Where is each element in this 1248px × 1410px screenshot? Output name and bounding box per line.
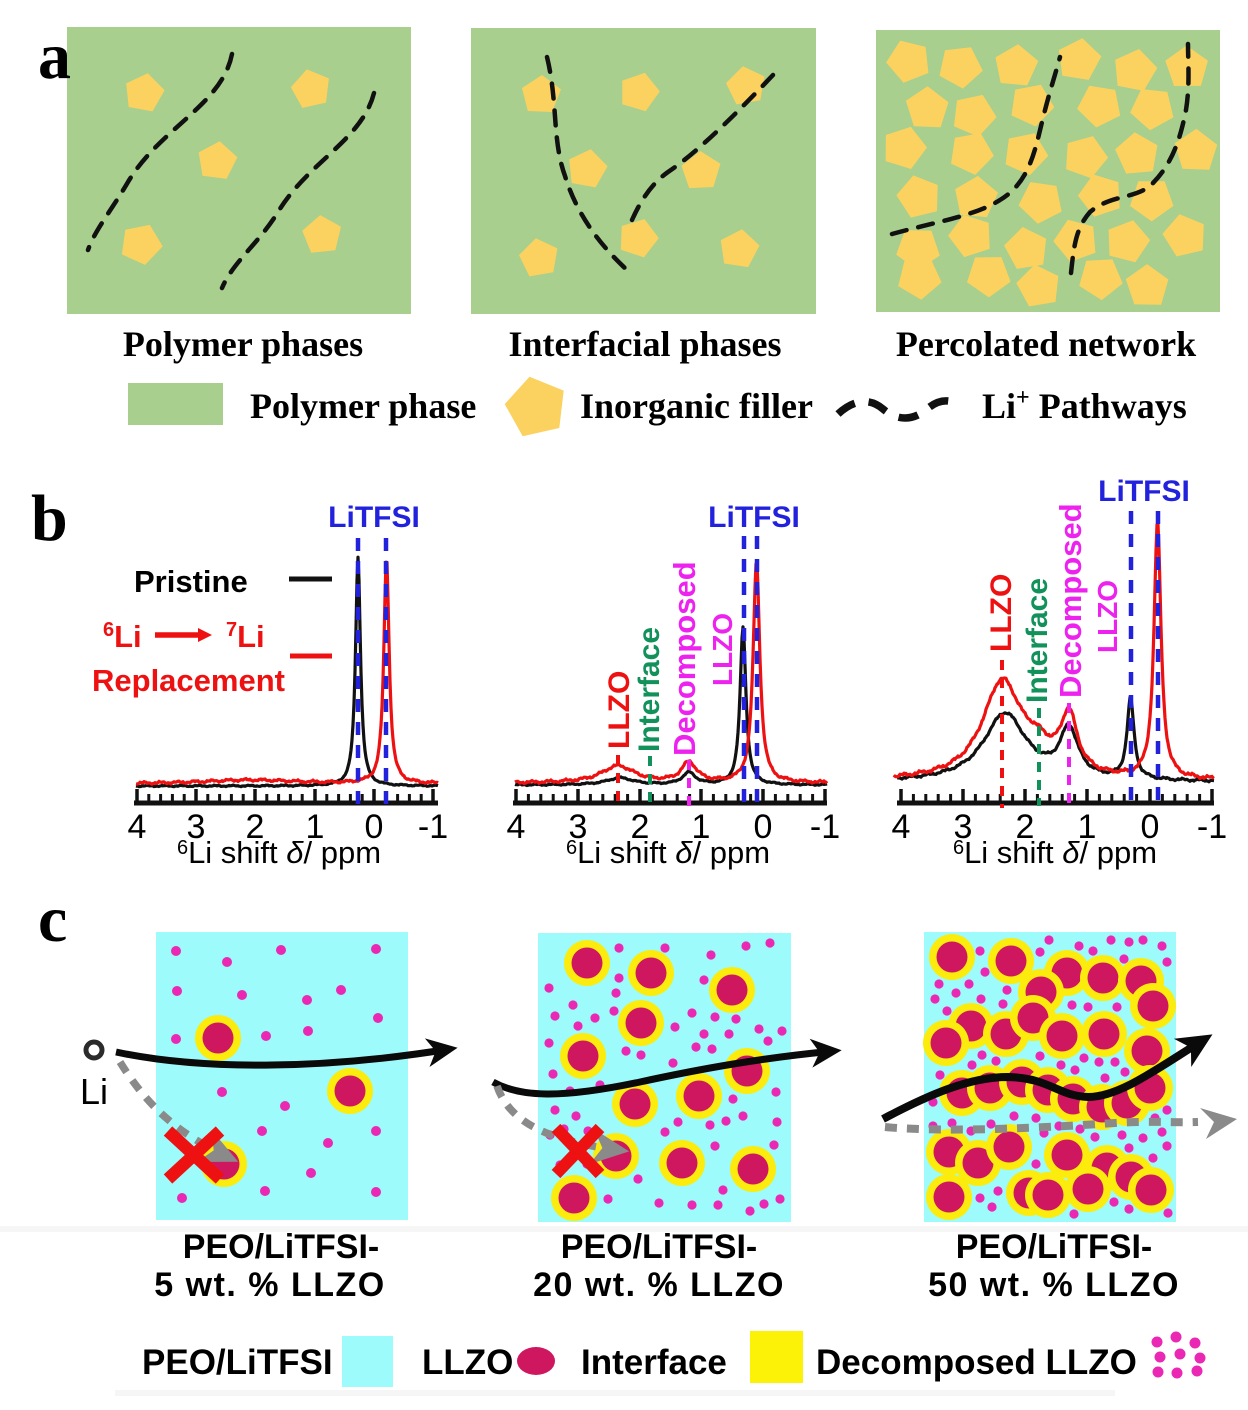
svg-text:4: 4 [892,808,911,846]
svg-text:0: 0 [365,808,384,846]
svg-text:0: 0 [754,808,773,846]
svg-text:Li: Li [80,1071,108,1112]
svg-text:6Li shift δ/ ppm: 6Li shift δ/ ppm [566,835,770,870]
svg-text:-1: -1 [418,808,448,846]
svg-text:LiTFSI: LiTFSI [708,501,800,534]
svg-text:Pristine: Pristine [134,564,248,599]
svg-text:Polymer phases: Polymer phases [123,324,363,364]
svg-text:LLZO: LLZO [985,574,1018,652]
svg-text:1: 1 [692,808,711,846]
svg-text:Polymer phase: Polymer phase [250,386,476,426]
svg-text:6Li shift δ/ ppm: 6Li shift δ/ ppm [177,835,381,870]
svg-text:Decomposed LLZO: Decomposed LLZO [816,1343,1137,1382]
svg-text:PEO/LiTFSI-: PEO/LiTFSI- [183,1228,379,1266]
svg-text:3: 3 [954,808,973,846]
svg-text:2: 2 [246,808,265,846]
svg-text:3: 3 [187,808,206,846]
svg-text:c: c [38,883,67,956]
svg-text:4: 4 [507,808,526,846]
svg-text:LLZO: LLZO [1092,580,1123,653]
svg-text:LiTFSI: LiTFSI [1098,475,1190,508]
svg-text:Replacement: Replacement [92,663,285,698]
svg-text:4: 4 [128,808,147,846]
svg-text:Interface: Interface [581,1343,727,1382]
svg-text:Interfacial phases: Interfacial phases [509,324,782,364]
svg-text:PEO/LiTFSI: PEO/LiTFSI [142,1343,333,1382]
svg-text:PEO/LiTFSI-: PEO/LiTFSI- [956,1228,1152,1266]
svg-text:3: 3 [569,808,588,846]
svg-text:LLZO: LLZO [603,671,636,749]
svg-text:2: 2 [1016,808,1035,846]
svg-text:-1: -1 [810,808,840,846]
svg-text:Inorganic filler: Inorganic filler [580,386,813,426]
svg-text:5 wt. % LLZO: 5 wt. % LLZO [154,1266,385,1304]
svg-text:Decomposed: Decomposed [667,561,702,756]
svg-text:6Li: 6Li [103,619,142,654]
svg-text:Percolated network: Percolated network [896,324,1196,364]
svg-text:1: 1 [1078,808,1097,846]
svg-text:LiTFSI: LiTFSI [328,501,420,534]
svg-text:LLZO: LLZO [422,1343,513,1382]
svg-text:-1: -1 [1197,808,1227,846]
svg-text:1: 1 [306,808,325,846]
svg-text:2: 2 [631,808,650,846]
svg-text:Li+ Pathways: Li+ Pathways [982,385,1187,426]
svg-text:50 wt. % LLZO: 50 wt. % LLZO [928,1266,1180,1304]
svg-text:20 wt. % LLZO: 20 wt. % LLZO [533,1266,785,1304]
svg-text:7Li: 7Li [226,619,265,654]
svg-text:6Li shift δ/ ppm: 6Li shift δ/ ppm [953,835,1157,870]
svg-text:Interface: Interface [633,627,666,752]
svg-text:Decomposed: Decomposed [1053,503,1088,698]
svg-text:b: b [31,482,68,555]
svg-text:a: a [38,20,71,93]
svg-text:PEO/LiTFSI-: PEO/LiTFSI- [561,1228,757,1266]
svg-text:Interface: Interface [1021,578,1054,703]
svg-text:0: 0 [1141,808,1160,846]
svg-text:LLZO: LLZO [707,613,738,686]
